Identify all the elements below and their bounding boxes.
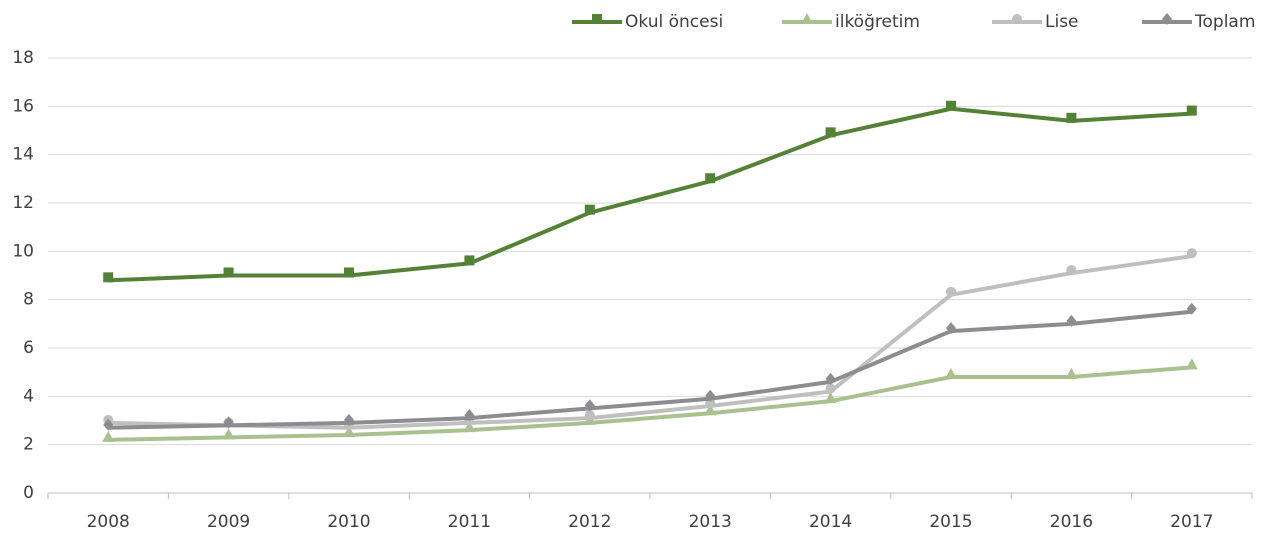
series-marker (463, 421, 476, 433)
series-marker (945, 368, 957, 379)
series-marker (584, 399, 595, 412)
x-tick-label: 2009 (207, 512, 250, 532)
series-marker (946, 100, 956, 111)
x-tick-label: 2013 (689, 512, 732, 532)
series-marker (1066, 112, 1077, 123)
series-marker (464, 409, 475, 422)
series-marker (705, 389, 716, 402)
legend-label: Toplam (1194, 12, 1255, 32)
series-marker (103, 418, 114, 431)
y-tick-label: 6 (23, 338, 34, 358)
legend-marker (592, 14, 602, 24)
x-tick-label: 2010 (327, 512, 370, 532)
series-marker (584, 410, 595, 421)
series-marker (1066, 265, 1077, 276)
legend-label: Okul öncesi (625, 12, 723, 32)
series-marker (344, 267, 354, 278)
series-marker (1066, 314, 1077, 327)
y-tick-label: 2 (23, 435, 34, 455)
series-marker (1186, 105, 1197, 116)
series-line (108, 365, 1192, 442)
series-marker (343, 426, 355, 437)
series-marker (223, 267, 234, 278)
y-tick-label: 12 (12, 193, 34, 213)
y-tick-label: 4 (23, 386, 34, 406)
series-marker (946, 286, 956, 297)
series-marker (584, 204, 595, 215)
legend-label: Lise (1045, 12, 1079, 32)
x-tick-label: 2011 (448, 512, 491, 532)
x-tick-label: 2012 (568, 512, 611, 532)
y-tick-label: 8 (23, 290, 34, 310)
legend-marker (1162, 13, 1172, 25)
series-marker (824, 392, 837, 404)
y-tick-label: 10 (12, 241, 34, 261)
series-marker (1065, 368, 1078, 379)
series-line (108, 309, 1192, 430)
series-marker (103, 272, 114, 283)
y-tick-label: 0 (23, 483, 34, 503)
series-marker (825, 127, 836, 138)
series-marker (464, 255, 475, 266)
legend-marker (801, 13, 813, 24)
series-marker (825, 372, 836, 385)
series-marker (102, 430, 115, 442)
y-tick-label: 16 (12, 96, 34, 116)
x-tick-label: 2014 (809, 512, 852, 532)
y-tick-label: 14 (12, 145, 34, 165)
series-marker (1186, 302, 1197, 315)
series-marker (1186, 248, 1197, 259)
legend-label: ilköğretim (835, 12, 920, 32)
series-marker (344, 413, 354, 426)
x-tick-label: 2016 (1050, 512, 1093, 532)
series-line (108, 254, 1193, 430)
series-marker (222, 428, 235, 440)
series-marker (1185, 358, 1198, 370)
x-tick-label: 2015 (929, 512, 972, 532)
series-marker (946, 322, 956, 335)
x-tick-label: 2008 (87, 512, 130, 532)
y-tick-label: 18 (12, 48, 34, 68)
x-tick-label: 2017 (1170, 512, 1213, 532)
series-marker (704, 404, 717, 416)
legend-marker (1012, 14, 1022, 24)
series-line (108, 106, 1192, 283)
series-marker (825, 383, 836, 394)
series-marker (223, 416, 234, 429)
series-marker (705, 173, 716, 184)
